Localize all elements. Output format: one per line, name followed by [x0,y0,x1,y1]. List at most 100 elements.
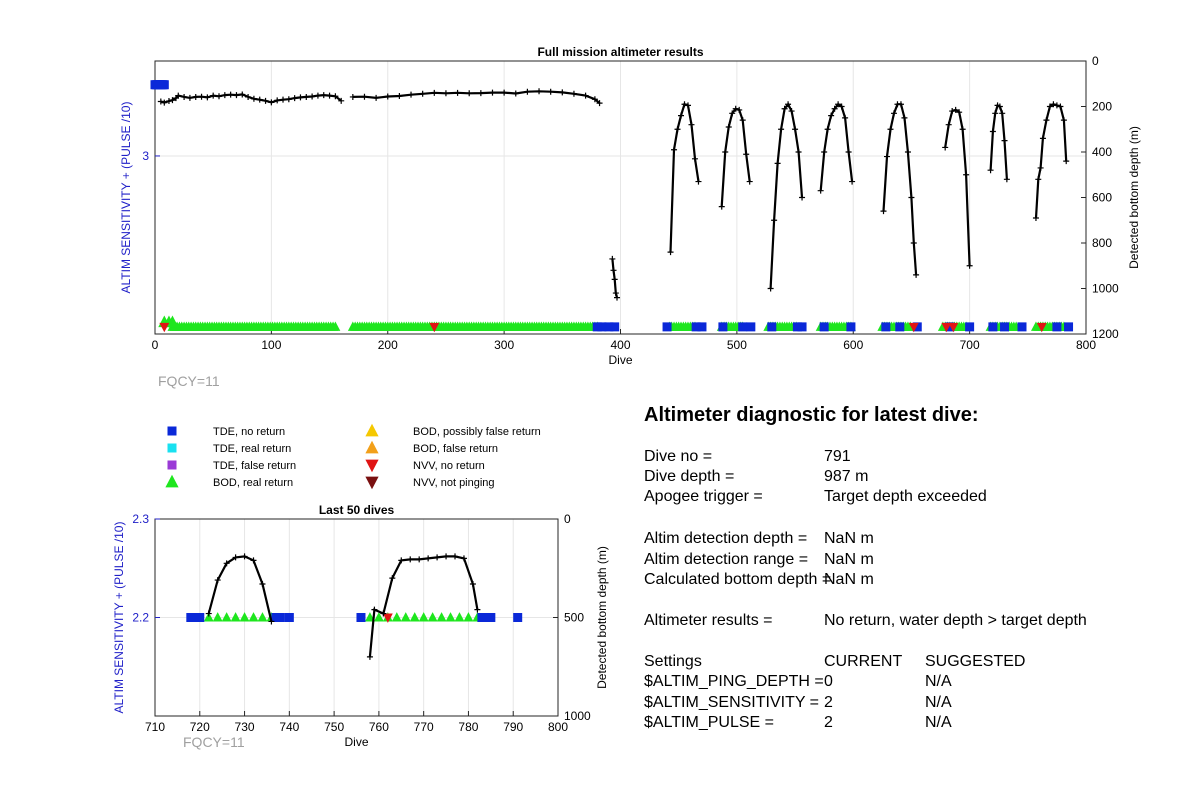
x-tick-label: 800 [548,720,568,734]
y-right-axis-label: Detected bottom depth (m) [1127,126,1141,269]
depth-point [380,610,387,617]
depth-point [1053,102,1060,109]
tde-marker [697,322,707,332]
bod-marker [418,612,429,622]
depth-point [992,110,999,117]
legend-label: TDE, no return [213,426,285,438]
nvv-marker [908,322,919,333]
y-right-tick-label: 800 [1092,236,1112,250]
setting-name: $ALTIM_PULSE = [644,714,774,731]
last-50-dives-chart: 710 720 730 740 750 760 770 780 790 800 2.2 2.3 0 500… [112,503,609,750]
setting-current: 0 [824,673,833,690]
tde-marker [604,322,614,332]
depth-point [314,92,321,99]
tde-marker [691,322,701,332]
y-left-tick-label: 3 [142,149,149,163]
depth-point [614,294,621,301]
depth-line [819,102,854,191]
depth-point [688,121,695,128]
tde-marker [159,80,169,90]
settings-header: Settings [644,653,702,670]
tde-marker [945,322,955,332]
depth-point [169,97,176,104]
detection-depth-label: Altim detection depth = [644,530,808,547]
tde-marker [738,322,748,332]
depth-point [609,255,616,262]
depth-point [268,618,275,625]
tde-marker [988,322,998,332]
depth-point [216,93,223,100]
y-right-tick-label: 1200 [1092,327,1119,341]
depth-point [570,90,577,97]
depth-point [582,92,589,99]
depth-point [320,92,327,99]
depth-point [398,557,405,564]
setting-suggested: N/A [925,694,952,711]
depth-point [824,126,831,133]
depth-point [407,556,414,563]
depth-point [959,126,966,133]
tde-marker [167,426,177,436]
depth-point [371,606,378,613]
depth-point [416,556,423,563]
depth-point [452,553,459,560]
depth-point [396,93,403,100]
depth-point [338,97,345,104]
depth-point [221,92,228,99]
depth-point [887,126,894,133]
fqcy-annotation: FQCY=11 [183,734,245,750]
nvv-marker [941,322,952,333]
apogee-trigger-value: Target depth exceeded [824,488,987,505]
setting-current: 2 [824,714,833,731]
tde-marker [797,322,807,332]
depth-point [223,560,230,567]
bod-marker [436,612,447,622]
setting-suggested: N/A [925,673,952,690]
depth-point [778,126,785,133]
detection-range-label: Altim detection range = [644,551,809,568]
y-right-tick-label: 0 [1092,54,1099,68]
depth-point [1057,103,1064,110]
depth-point [792,126,799,133]
legend-label: TDE, false return [213,460,296,472]
legend-label: NVV, not pinging [413,477,495,489]
depth-point [366,653,373,660]
depth-point [591,96,598,103]
depth-point [596,100,603,107]
tde-marker [881,322,891,332]
depth-point [1050,101,1057,108]
apogee-trigger-label: Apogee trigger = [644,488,763,505]
nvv-marker [1036,322,1047,333]
depth-point [303,93,310,100]
depth-point [408,91,415,98]
legend-label: BOD, false return [413,443,498,455]
depth-point [259,581,266,588]
depth-point [291,95,298,102]
legend-label: TDE, real return [213,443,291,455]
depth-point [1037,164,1044,171]
full-mission-chart: 0 100 200 300 400 500 600 700 800302004006008001… [119,45,1141,389]
x-tick-label: 740 [279,720,299,734]
depth-point [942,144,949,151]
altimeter-results-value: No return, water depth > target depth [824,612,1087,629]
nvv-marker [948,322,959,333]
depth-point [232,554,239,561]
nvv-marker [429,322,440,333]
depth-point [1003,176,1010,183]
depth-point [678,112,685,119]
depth-point [361,93,368,100]
depth-line [769,102,804,289]
depth-point [729,110,736,117]
depth-point [674,126,681,133]
y-left-axis-label: ALTIM SENSITIVITY + (PULSE /10) [119,102,133,294]
tde-marker [819,322,829,332]
bod-marker [463,612,474,622]
depth-point [667,249,674,256]
depth-point [384,93,391,100]
depth-point [250,557,257,564]
tde-marker [912,322,922,332]
depth-point [610,267,617,274]
x-tick-label: 400 [610,338,630,352]
depth-point [785,101,792,108]
x-tick-label: 750 [324,720,344,734]
